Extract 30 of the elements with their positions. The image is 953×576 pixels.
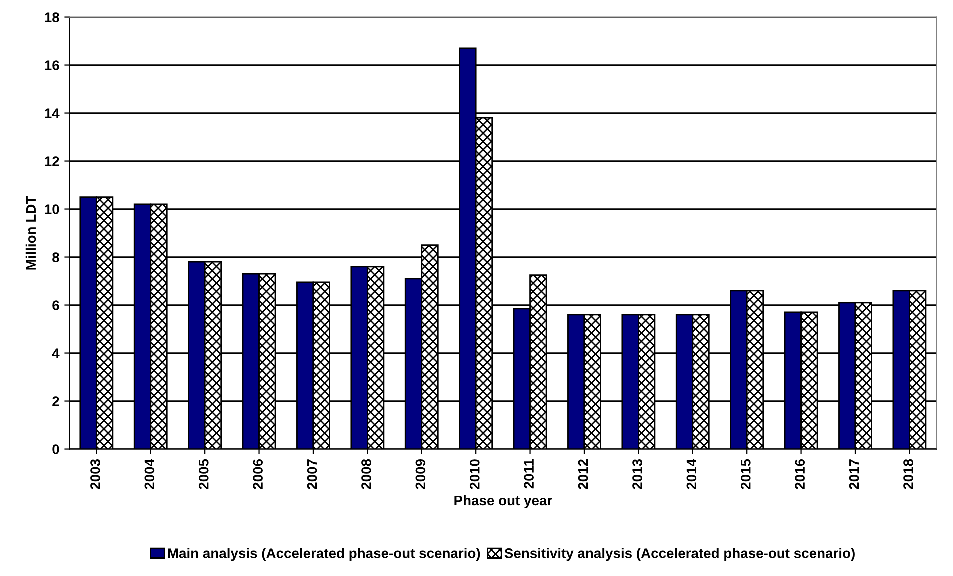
x-tick-label: 2011 (524, 459, 534, 489)
x-tick-label: 2007 (307, 460, 318, 490)
x-tick-label: 2006 (253, 460, 264, 490)
x-tick-label: 2013 (632, 460, 642, 490)
x-tick-label: 2018 (904, 459, 914, 490)
y-axis-title: Million LDT (26, 196, 36, 270)
y-tick-label: 0 (52, 444, 60, 454)
x-tick-label: 2015 (740, 459, 751, 490)
y-tick-label: 4 (52, 348, 60, 358)
y-tick-label: 16 (45, 60, 60, 70)
legend-label: Sensitivity analysis (Accelerated phase-out scenario) (504, 548, 855, 562)
x-tick-label: 2010 (470, 460, 480, 490)
x-axis-title: Phase out year (454, 495, 552, 508)
y-tick-label: 6 (52, 300, 60, 310)
y-tick-label: 10 (45, 204, 60, 214)
x-tick-label: 2017 (849, 460, 860, 490)
x-tick-label: 2016 (795, 460, 806, 490)
x-tick-label: 2005 (198, 459, 209, 490)
y-tick-label: 18 (45, 12, 60, 22)
y-tick-label: 14 (45, 108, 60, 118)
y-tick-label: 12 (45, 156, 60, 166)
x-tick-label: 2003 (90, 460, 100, 490)
y-tick-label: 2 (52, 396, 60, 406)
x-tick-label: 2012 (578, 460, 588, 490)
x-tick-label: 2009 (416, 460, 426, 490)
legend-label: Main analysis (Accelerated phase-out scenario) (168, 548, 480, 562)
x-tick-label: 2008 (362, 459, 372, 490)
x-tick-label: 2004 (144, 459, 155, 490)
y-tick-label: 8 (52, 252, 60, 262)
x-tick-label: 2014 (686, 459, 697, 490)
